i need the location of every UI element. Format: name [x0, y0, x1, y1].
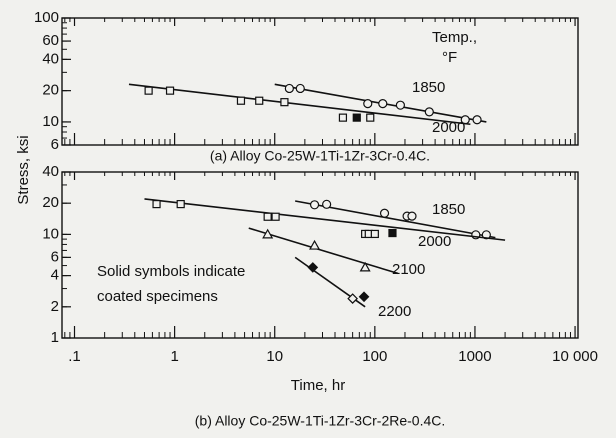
- data-point: [378, 99, 388, 109]
- x-tick-label: 1000: [458, 348, 491, 365]
- data-point: [144, 86, 153, 95]
- y-tick-label: 40: [42, 50, 59, 67]
- x-axis-label: Time, hr: [291, 377, 345, 394]
- data-point: [236, 96, 246, 105]
- series-label: 2200: [378, 303, 411, 320]
- y-tick-label: 10: [42, 113, 59, 130]
- data-point: [395, 100, 405, 110]
- data-point: [347, 293, 358, 304]
- data-point: [307, 262, 319, 273]
- x-tick-label: 100: [362, 348, 387, 365]
- data-point: [379, 208, 390, 218]
- data-point: [271, 212, 280, 221]
- data-point: [152, 200, 161, 209]
- data-point: [165, 86, 175, 95]
- x-tick-label: 10 000: [552, 348, 598, 365]
- data-point: [284, 83, 294, 94]
- y-tick-label: 6: [51, 136, 59, 153]
- data-point: [481, 230, 491, 240]
- data-point: [358, 291, 370, 303]
- series-label: 2000: [418, 233, 451, 250]
- data-point: [309, 200, 320, 210]
- data-point: [472, 115, 482, 125]
- x-tick-label: 10: [266, 348, 283, 365]
- y-tick-label: 40: [42, 163, 59, 180]
- data-point: [176, 200, 185, 209]
- legend-title: °F: [442, 49, 457, 66]
- legend-title: Temp.,: [432, 29, 477, 46]
- data-point: [338, 113, 348, 122]
- fit-line: [128, 83, 471, 126]
- fit-line: [144, 198, 506, 241]
- data-point: [359, 261, 371, 272]
- data-point: [407, 211, 417, 221]
- y-tick-label: 10: [42, 225, 59, 242]
- x-tick-label: .1: [68, 348, 81, 365]
- data-point: [352, 113, 361, 122]
- fit-line: [248, 227, 399, 275]
- panel-caption: (b) Alloy Co-25W-1Ti-1Zr-3Cr-2Re-0.4C.: [195, 413, 446, 429]
- data-point: [366, 113, 375, 122]
- y-tick-label: 100: [34, 9, 59, 26]
- data-point: [280, 98, 289, 107]
- data-point: [424, 107, 434, 117]
- y-tick-label: 6: [51, 248, 59, 265]
- y-tick-label: 20: [42, 82, 59, 99]
- data-point: [262, 228, 274, 239]
- data-point: [309, 239, 321, 250]
- annotation: Solid symbols indicate: [97, 263, 245, 280]
- plot-frame: [61, 171, 579, 339]
- data-point: [322, 199, 332, 209]
- data-point: [263, 212, 272, 221]
- y-axis-label: Stress, ksi: [15, 135, 32, 204]
- data-point: [363, 99, 373, 109]
- annotation: coated specimens: [97, 288, 218, 305]
- data-point: [295, 83, 305, 94]
- data-point: [255, 96, 264, 105]
- y-tick-label: 2: [51, 298, 59, 315]
- x-tick-label: 1: [170, 348, 178, 365]
- y-tick-label: 4: [51, 267, 59, 284]
- data-point: [388, 228, 397, 238]
- data-point: [370, 229, 379, 239]
- plot-frame: [61, 17, 579, 146]
- series-label: 2000: [432, 119, 465, 136]
- y-tick-label: 60: [42, 32, 59, 49]
- panel-caption: (a) Alloy Co-25W-1Ti-1Zr-3Cr-0.4C.: [210, 148, 430, 164]
- y-tick-label: 1: [51, 329, 59, 346]
- series-label: 1850: [432, 201, 465, 218]
- y-tick-label: 20: [42, 194, 59, 211]
- series-label: 2100: [392, 261, 425, 278]
- series-label: 1850: [412, 79, 445, 96]
